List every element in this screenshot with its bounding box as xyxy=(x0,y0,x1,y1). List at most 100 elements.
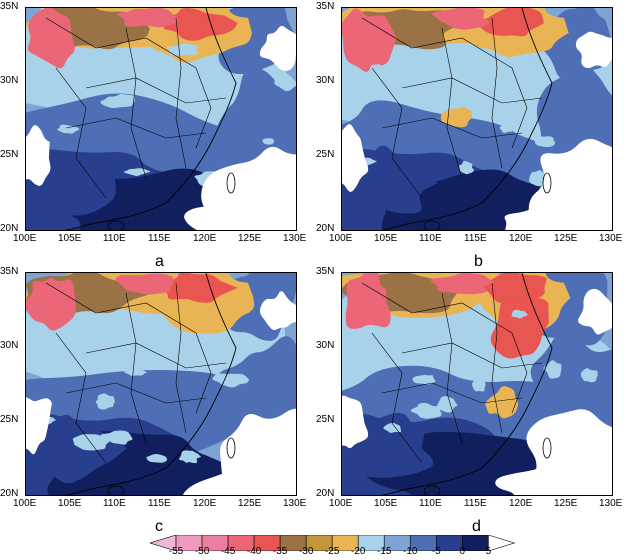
province-border xyxy=(401,77,543,104)
field-region xyxy=(100,94,135,109)
lon-tick-label: 130E xyxy=(283,498,307,509)
province-border xyxy=(361,282,513,334)
lon-tick-label: 110E xyxy=(103,498,126,509)
lat-tick-label: 30N xyxy=(316,75,335,86)
field-region xyxy=(72,79,101,93)
province-border xyxy=(125,27,147,179)
field-region xyxy=(342,8,397,72)
colorbar-tick-label: -50 xyxy=(194,546,210,557)
colorbar-tick-label: 0 xyxy=(459,546,466,557)
province-border xyxy=(511,67,528,149)
lon-tick-label: 115E xyxy=(464,498,487,509)
lat-tick-label: 20N xyxy=(316,488,335,499)
field-region xyxy=(27,8,75,69)
province-border xyxy=(195,332,212,414)
lon-tick-label: 105E xyxy=(374,233,398,244)
province-border xyxy=(45,17,197,69)
field-region xyxy=(410,402,443,419)
island-outline xyxy=(542,437,552,459)
island-outline xyxy=(423,485,441,495)
field-map-a xyxy=(26,8,296,230)
colorbar-tick-label: -20 xyxy=(350,546,366,557)
colorbar-tick-label: 5 xyxy=(485,546,492,557)
missing-data xyxy=(26,125,51,186)
province-border xyxy=(381,382,523,404)
coastline xyxy=(381,8,553,230)
lat-tick-label: 25N xyxy=(316,414,335,425)
map-panel-a xyxy=(25,7,297,231)
field-region xyxy=(580,368,598,383)
lon-tick-label: 105E xyxy=(58,498,82,509)
field-region xyxy=(543,360,562,379)
lon-tick-label: 100E xyxy=(13,498,37,509)
lon-tick-label: 125E xyxy=(238,233,262,244)
colorbar-tick-label: -30 xyxy=(298,546,314,557)
province-border xyxy=(175,17,187,169)
missing-data xyxy=(259,291,296,330)
colorbar-tick-label: -40 xyxy=(246,546,262,557)
coastline xyxy=(381,273,553,495)
lat-tick-label: 35N xyxy=(0,1,19,12)
colorbar-tick-label: -55 xyxy=(168,546,184,557)
field-region xyxy=(459,160,474,175)
province-border xyxy=(175,282,187,434)
lon-tick-label: 100E xyxy=(329,233,353,244)
island-outline xyxy=(542,172,552,194)
lon-tick-label: 115E xyxy=(464,233,487,244)
colorbar-right-arrow xyxy=(488,535,516,551)
province-border xyxy=(511,332,528,414)
coastline xyxy=(65,8,237,230)
field-region xyxy=(472,375,486,392)
province-border xyxy=(55,67,107,199)
missing-data xyxy=(578,288,612,335)
province-border xyxy=(381,117,523,139)
island-outline xyxy=(226,172,236,194)
lon-tick-label: 125E xyxy=(554,233,578,244)
province-border xyxy=(371,332,423,464)
field-region xyxy=(485,386,519,419)
field-region xyxy=(115,273,174,295)
island-outline xyxy=(226,437,236,459)
field-region xyxy=(179,450,202,464)
field-region xyxy=(517,87,533,96)
field-region xyxy=(345,273,391,329)
field-region xyxy=(478,8,544,37)
island-outline xyxy=(107,485,125,495)
field-region xyxy=(262,138,275,145)
map-panel-c xyxy=(25,272,297,496)
lat-tick-label: 20N xyxy=(0,223,19,234)
missing-data xyxy=(495,465,606,495)
province-border xyxy=(85,342,227,369)
lon-tick-label: 110E xyxy=(419,498,442,509)
field-map-b xyxy=(342,8,612,230)
lon-tick-label: 100E xyxy=(13,233,37,244)
panel-label-d: d xyxy=(472,518,481,535)
field-region xyxy=(156,273,238,303)
missing-data xyxy=(342,124,369,192)
province-border xyxy=(65,117,207,139)
lon-tick-label: 130E xyxy=(599,233,623,244)
missing-data xyxy=(259,25,296,71)
field-region xyxy=(430,273,496,295)
lon-tick-label: 130E xyxy=(283,233,307,244)
island-outline xyxy=(423,220,441,230)
map-panel-b xyxy=(341,7,613,231)
province-border xyxy=(125,292,147,444)
lat-tick-label: 30N xyxy=(316,340,335,351)
province-border xyxy=(401,342,543,369)
lat-tick-label: 35N xyxy=(316,266,335,277)
lat-tick-label: 25N xyxy=(316,149,335,160)
province-border xyxy=(85,77,227,104)
field-region xyxy=(123,168,151,177)
missing-data xyxy=(183,467,282,495)
field-region xyxy=(27,344,49,356)
panel-label-c: c xyxy=(155,518,163,535)
panel-label-b: b xyxy=(474,253,483,270)
colorbar-tick-label: -35 xyxy=(272,546,288,557)
lon-tick-label: 130E xyxy=(599,498,623,509)
colorbar-tick-label: -45 xyxy=(220,546,236,557)
lat-tick-label: 20N xyxy=(316,223,335,234)
lon-tick-label: 105E xyxy=(374,498,398,509)
field-region xyxy=(348,334,379,352)
lat-tick-label: 30N xyxy=(0,340,19,351)
